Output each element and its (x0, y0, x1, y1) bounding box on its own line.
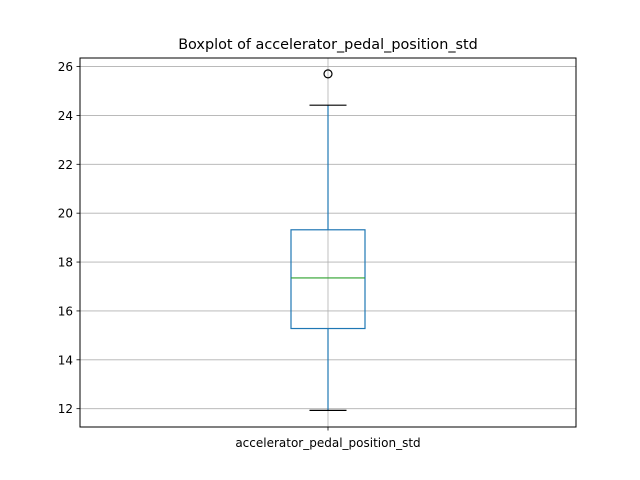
x-tick-label: accelerator_pedal_position_std (235, 436, 420, 450)
box-iqr (290, 229, 366, 330)
axis-ticks: 12 14 16 18 20 22 24 26 accelerator_pedal_positi… (58, 60, 421, 450)
outlier-point (323, 69, 333, 79)
y-tick-label: 22 (58, 158, 73, 172)
y-tick-label: 24 (58, 109, 73, 123)
y-tick-label: 16 (58, 304, 73, 318)
y-tick-label: 12 (58, 402, 73, 416)
chart-title: Boxplot of accelerator_pedal_position_st… (178, 37, 478, 53)
y-tick-label: 26 (58, 60, 73, 74)
y-tick-label: 18 (58, 256, 73, 270)
y-tick-label: 20 (58, 207, 73, 221)
y-tick-label: 14 (58, 353, 73, 367)
box-group (290, 69, 366, 411)
